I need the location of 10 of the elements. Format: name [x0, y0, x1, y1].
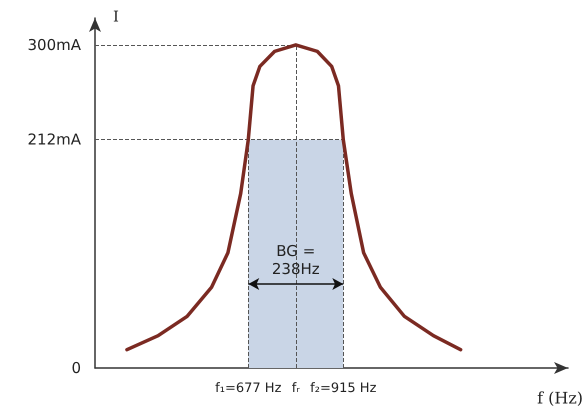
x-tick-label: f₁=677 Hz: [215, 381, 282, 396]
x-tick-label: f₂=915 Hz: [310, 381, 377, 396]
y-tick-label: 0: [71, 359, 81, 377]
y-tick-label: 300mA: [27, 36, 82, 54]
line-series: [125, 43, 462, 352]
y-axis-title: I: [113, 8, 119, 26]
x-tick-label: fᵣ: [292, 381, 300, 396]
x-axis-title: f (Hz): [537, 388, 583, 408]
y-tick-label: 212mA: [27, 130, 82, 149]
annotation: BG = 238Hz: [272, 242, 320, 278]
